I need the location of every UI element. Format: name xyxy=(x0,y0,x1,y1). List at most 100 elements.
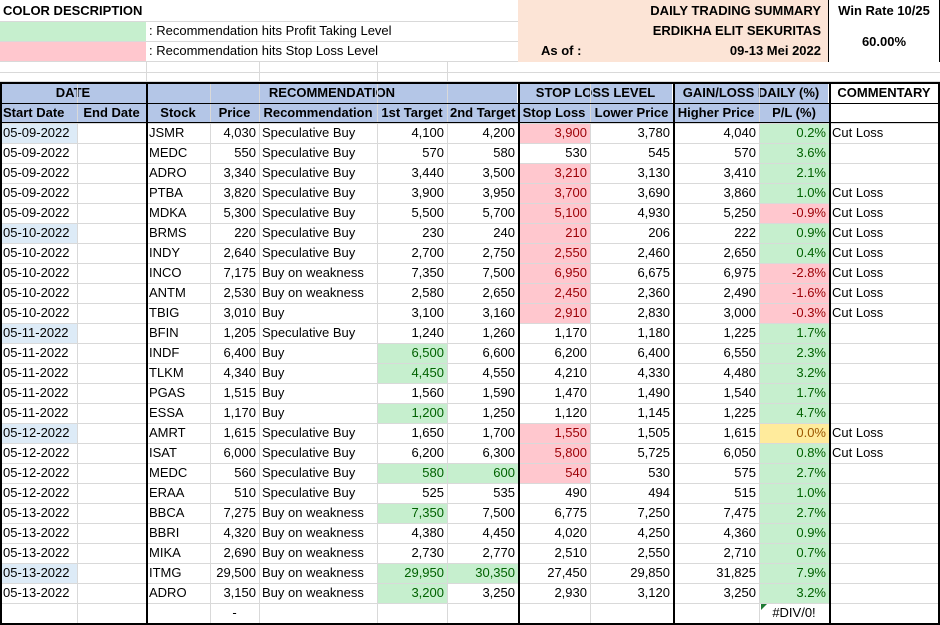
pl-percent-cell[interactable]: 4.7% xyxy=(759,403,829,423)
higher-price-cell[interactable]: 7,475 xyxy=(723,505,756,520)
start-date-cell[interactable]: 05-11-2022 xyxy=(3,385,69,400)
recommendation-cell[interactable]: Buy on weakness xyxy=(262,505,364,520)
higher-price-cell[interactable]: 6,975 xyxy=(723,265,756,280)
stock-code-cell[interactable]: PTBA xyxy=(149,185,183,200)
higher-price-cell[interactable]: 222 xyxy=(734,225,756,240)
commentary-cell[interactable]: Cut Loss xyxy=(832,125,884,140)
stop-loss-cell[interactable]: 530 xyxy=(565,145,587,160)
stock-code-cell[interactable]: INCO xyxy=(149,265,182,280)
end-date-cell[interactable] xyxy=(77,323,146,343)
target1-cell[interactable]: 1,560 xyxy=(411,385,444,400)
target1-cell[interactable]: 525 xyxy=(422,485,444,500)
target2-cell[interactable]: 6,600 xyxy=(482,345,515,360)
lower-price-cell[interactable]: 4,250 xyxy=(637,525,670,540)
price-cell[interactable]: 2,640 xyxy=(223,245,256,260)
commentary-cell[interactable] xyxy=(829,563,939,583)
price-cell[interactable]: 3,150 xyxy=(223,585,256,600)
pl-percent-cell[interactable]: -0.9% xyxy=(759,203,829,223)
lower-price-cell[interactable]: 5,725 xyxy=(637,445,670,460)
commentary-cell[interactable] xyxy=(829,583,939,603)
recommendation-cell[interactable]: Buy on weakness xyxy=(262,265,364,280)
recommendation-cell[interactable]: Speculative Buy xyxy=(262,325,356,340)
target1-cell[interactable]: 2,580 xyxy=(411,285,444,300)
higher-price-cell[interactable]: 570 xyxy=(734,145,756,160)
stop-loss-cell[interactable]: 6,950 xyxy=(518,263,590,283)
start-date-cell[interactable]: 05-11-2022 xyxy=(3,405,69,420)
end-date-cell[interactable] xyxy=(77,283,146,303)
commentary-cell[interactable] xyxy=(829,383,939,403)
recommendation-cell[interactable]: Buy xyxy=(262,365,285,380)
lower-price-cell[interactable]: 2,550 xyxy=(637,545,670,560)
price-cell[interactable]: 1,515 xyxy=(223,385,256,400)
target1-cell[interactable]: 29,950 xyxy=(377,563,447,583)
target1-cell[interactable]: 7,350 xyxy=(411,265,444,280)
lower-price-cell[interactable]: 494 xyxy=(648,485,670,500)
pl-total-cell[interactable]: #DIV/0! xyxy=(772,605,816,620)
price-cell[interactable]: 2,690 xyxy=(223,545,256,560)
start-date-cell[interactable]: 05-11-2022 xyxy=(0,323,77,343)
stock-code-cell[interactable]: ADRO xyxy=(149,585,187,600)
target2-cell[interactable]: 6,300 xyxy=(482,445,515,460)
start-date-cell[interactable]: 05-12-2022 xyxy=(3,485,70,500)
start-date-cell[interactable]: 05-09-2022 xyxy=(3,145,70,160)
start-date-cell[interactable]: 05-10-2022 xyxy=(3,285,70,300)
stop-loss-cell[interactable]: 3,210 xyxy=(518,163,590,183)
target1-cell[interactable]: 4,100 xyxy=(411,125,444,140)
stock-code-cell[interactable]: MEDC xyxy=(149,465,188,480)
group-date-header[interactable]: DATE xyxy=(0,83,146,103)
end-date-cell[interactable] xyxy=(77,583,146,603)
recommendation-cell[interactable]: Buy xyxy=(262,405,285,420)
column-header-lower-price[interactable]: Lower Price xyxy=(590,103,673,123)
recommendation-cell[interactable]: Buy xyxy=(262,385,285,400)
price-cell[interactable]: 3,010 xyxy=(223,305,256,320)
commentary-cell[interactable]: Cut Loss xyxy=(832,185,884,200)
lower-price-cell[interactable]: 2,360 xyxy=(637,285,670,300)
price-cell[interactable]: 1,205 xyxy=(223,325,256,340)
target1-cell[interactable]: 580 xyxy=(377,463,447,483)
summary-period[interactable]: 09-13 Mei 2022 xyxy=(729,43,821,58)
recommendation-cell[interactable]: Buy xyxy=(262,345,285,360)
winrate-value[interactable]: 60.00% xyxy=(861,34,907,49)
end-date-cell[interactable] xyxy=(77,203,146,223)
price-cell[interactable]: 2,530 xyxy=(223,285,256,300)
lower-price-cell[interactable]: 530 xyxy=(648,465,670,480)
target2-cell[interactable]: 7,500 xyxy=(482,505,515,520)
commentary-cell[interactable] xyxy=(829,163,939,183)
end-date-cell[interactable] xyxy=(77,263,146,283)
end-date-cell[interactable] xyxy=(77,523,146,543)
recommendation-cell[interactable]: Speculative Buy xyxy=(262,145,356,160)
column-header-2nd-target[interactable]: 2nd Target xyxy=(447,103,518,123)
higher-price-cell[interactable]: 515 xyxy=(734,485,756,500)
price-cell[interactable]: 4,320 xyxy=(223,525,256,540)
pl-percent-cell[interactable]: 2.3% xyxy=(759,343,829,363)
summary-broker[interactable]: ERDIKHA ELIT SEKURITAS xyxy=(652,23,821,38)
higher-price-cell[interactable]: 6,050 xyxy=(723,445,756,460)
stop-loss-cell[interactable]: 490 xyxy=(565,485,587,500)
stop-loss-cell[interactable]: 3,900 xyxy=(518,123,590,143)
pl-percent-cell[interactable]: 0.4% xyxy=(759,243,829,263)
higher-price-cell[interactable]: 1,225 xyxy=(723,325,756,340)
stop-loss-cell[interactable]: 2,910 xyxy=(518,303,590,323)
price-cell[interactable]: 550 xyxy=(234,145,256,160)
end-date-cell[interactable] xyxy=(77,423,146,443)
higher-price-cell[interactable]: 5,250 xyxy=(723,205,756,220)
group-recommendation-header[interactable]: RECOMMENDATION xyxy=(147,83,517,103)
stop-loss-cell[interactable]: 2,450 xyxy=(518,283,590,303)
target1-cell[interactable]: 1,200 xyxy=(377,403,447,423)
recommendation-cell[interactable]: Buy on weakness xyxy=(262,285,364,300)
target1-cell[interactable]: 2,730 xyxy=(411,545,444,560)
stock-code-cell[interactable]: ITMG xyxy=(149,565,182,580)
commentary-cell[interactable]: Cut Loss xyxy=(832,265,884,280)
target2-cell[interactable]: 600 xyxy=(447,463,518,483)
legend-stoploss-swatch[interactable] xyxy=(0,42,146,61)
end-date-cell[interactable] xyxy=(77,223,146,243)
stop-loss-cell[interactable]: 1,550 xyxy=(518,423,590,443)
stop-loss-cell[interactable]: 1,170 xyxy=(554,325,587,340)
price-cell[interactable]: 7,275 xyxy=(223,505,256,520)
stop-loss-cell[interactable]: 2,550 xyxy=(518,243,590,263)
higher-price-cell[interactable]: 2,650 xyxy=(723,245,756,260)
stock-code-cell[interactable]: PGAS xyxy=(149,385,186,400)
recommendation-cell[interactable]: Buy on weakness xyxy=(262,585,364,600)
stock-code-cell[interactable]: ADRO xyxy=(149,165,187,180)
higher-price-cell[interactable]: 4,040 xyxy=(723,125,756,140)
